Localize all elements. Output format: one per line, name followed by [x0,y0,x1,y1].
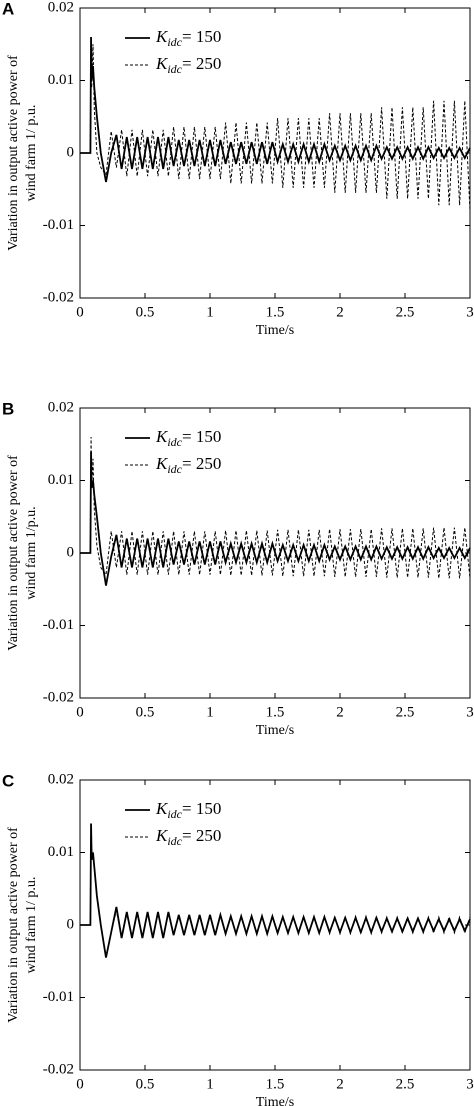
legend-label: Kidc= 150 [155,27,221,49]
y-axis-label: wind farm 1/ p.u. [24,105,39,202]
x-tick-label: 0 [76,304,84,320]
data-line [80,823,471,957]
legend-name: = 150 [182,427,221,446]
x-tick-label: 1.5 [266,1076,285,1092]
x-tick-label: 0.5 [136,1076,155,1092]
legend-symbol: K [155,427,169,446]
panel-label: C [2,771,14,790]
y-tick-label: 0 [67,144,75,160]
x-tick-label: 1 [206,704,214,720]
data-line [80,436,471,579]
panel: C -0.02 -0.01 0 0.01 0.02 0 0.5 1 1.5 2 2.5 3 Time/s V… [2,771,474,1106]
legend-label: Kidc= 250 [155,826,221,848]
y-tick-label: -0.01 [43,217,74,233]
y-tick-label: 0.02 [48,771,74,787]
y-tick-label: 0 [67,916,75,932]
legend-label: Kidc= 250 [155,54,221,76]
x-tick-label: 1 [206,304,214,320]
legend-symbol: K [155,27,169,46]
legend-label: Kidc= 250 [155,454,221,476]
x-tick-label: 3 [466,704,474,720]
x-tick-label: 0.5 [136,704,155,720]
y-tick-label: 0 [67,544,75,560]
x-axis-label: Time/s [256,723,294,738]
legend-symbol: K [155,826,169,845]
legend-name: = 250 [182,454,221,473]
y-tick-label: 0.01 [48,472,74,488]
legend-subscript: idc [167,834,182,848]
x-tick-label: 2 [336,704,344,720]
data-line [80,44,471,212]
y-tick-label: 0.01 [48,72,74,88]
y-tick-label: -0.01 [43,617,74,633]
legend-subscript: idc [167,62,182,76]
y-axis-label: Variation in output active power of [6,55,21,251]
x-tick-label: 2 [336,304,344,320]
panel-label: B [2,399,14,418]
x-tick-label: 1.5 [266,704,285,720]
x-tick-label: 0.5 [136,304,155,320]
x-tick-label: 3 [466,1076,474,1092]
y-axis-label: Variation in output active power of [6,827,21,1023]
legend-symbol: K [155,54,169,73]
y-axis-label: wind farm 1/p.u. [24,506,39,599]
x-tick-label: 3 [466,304,474,320]
x-tick-label: 2.5 [396,1076,415,1092]
legend-subscript: idc [167,807,182,821]
x-tick-label: 0 [76,704,84,720]
x-axis-label: Time/s [256,323,294,338]
panel: A -0.02 -0.01 0 0.01 0.02 0 0.5 1 1.5 2 2.5 3 Time/s V… [2,0,474,338]
data-line [80,451,471,586]
y-tick-label: 0.02 [48,399,74,415]
panel-label: A [2,0,14,18]
y-tick-label: -0.01 [43,989,74,1005]
x-tick-label: 0 [76,1076,84,1092]
legend-subscript: idc [167,35,182,49]
x-tick-label: 2.5 [396,704,415,720]
y-axis-label: wind farm 1/ p.u. [24,877,39,974]
legend-subscript: idc [167,462,182,476]
x-tick-label: 1 [206,1076,214,1092]
legend-symbol: K [155,799,169,818]
legend-name: = 250 [182,54,221,73]
y-tick-label: -0.02 [43,1061,74,1077]
legend-symbol: K [155,454,169,473]
x-axis-label: Time/s [256,1095,294,1106]
y-axis-label: Variation in output active power of [6,455,21,651]
y-tick-label: 0.01 [48,844,74,860]
data-line [80,823,471,958]
y-tick-label: -0.02 [43,689,74,705]
data-line [80,36,471,183]
x-tick-label: 2 [336,1076,344,1092]
panel: B -0.02 -0.01 0 0.01 0.02 0 0.5 1 1.5 2 2.5 3 Time/s V… [2,399,474,738]
x-tick-label: 2.5 [396,304,415,320]
y-tick-label: -0.02 [43,289,74,305]
y-tick-label: 0.02 [48,0,74,15]
legend-subscript: idc [167,435,182,449]
legend-name: = 150 [182,27,221,46]
legend-label: Kidc= 150 [155,427,221,449]
x-tick-label: 1.5 [266,304,285,320]
legend-name: = 250 [182,826,221,845]
legend-label: Kidc= 150 [155,799,221,821]
legend-name: = 150 [182,799,221,818]
